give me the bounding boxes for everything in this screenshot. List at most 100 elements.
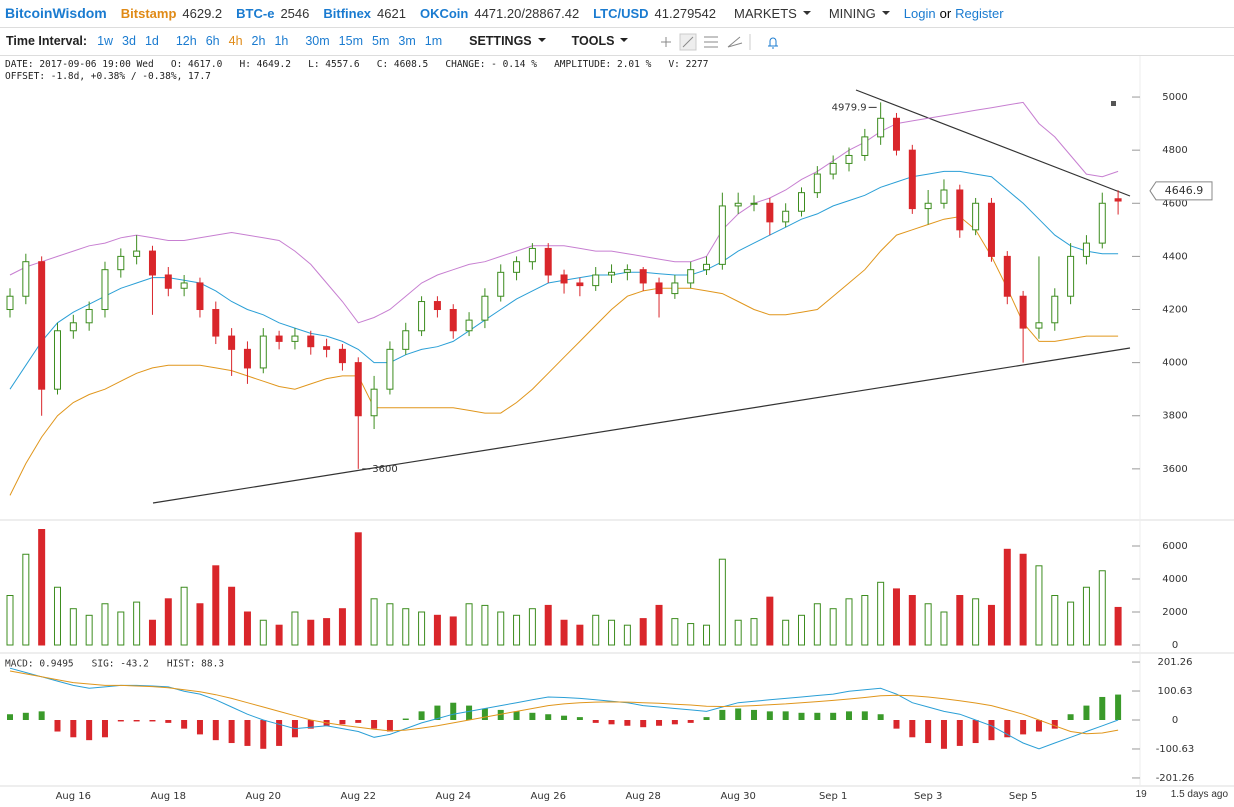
histogram-bar	[877, 714, 884, 720]
volume-bar	[908, 595, 916, 646]
volume-bar	[196, 603, 204, 646]
brand[interactable]: BitcoinWisdom	[5, 5, 107, 21]
histogram-bar	[276, 720, 283, 746]
candle-body	[117, 255, 125, 271]
ticker-name[interactable]: Bitstamp	[120, 6, 177, 21]
candle-body	[307, 335, 315, 348]
volume-bar	[6, 595, 14, 646]
drawing-tools[interactable]	[656, 32, 796, 52]
histogram-bar	[260, 720, 267, 749]
histogram-bar	[22, 712, 29, 720]
volume-bar	[243, 611, 251, 646]
volume-bar	[370, 598, 378, 646]
volume-bar	[338, 608, 346, 646]
candle-body	[481, 295, 489, 321]
histogram-bar	[1004, 720, 1011, 738]
interval-button[interactable]: 5m	[372, 34, 390, 48]
volume-bar	[987, 604, 995, 646]
candle-body	[782, 210, 790, 223]
histogram-bar	[909, 720, 916, 738]
volume-bar	[1035, 565, 1043, 646]
interval-button[interactable]: 6h	[205, 34, 220, 48]
histogram-bar	[735, 708, 742, 720]
volume-bar	[813, 603, 821, 646]
ticker-name[interactable]: BTC-e	[236, 6, 275, 21]
histogram-bar	[450, 702, 457, 720]
histogram-bar	[751, 709, 758, 720]
settings-menu[interactable]: SETTINGS	[469, 34, 546, 48]
volume-bar	[576, 624, 584, 646]
histogram-bar	[1115, 694, 1122, 720]
interval-button[interactable]: 2h	[251, 34, 266, 48]
candle-body	[829, 162, 837, 175]
candle-body	[1098, 202, 1106, 244]
ticker-name[interactable]: LTC/USD	[593, 6, 649, 21]
y-tick-label: 3600	[1162, 464, 1187, 475]
volume-bar	[53, 586, 61, 646]
histogram-bar	[940, 720, 947, 749]
histogram-bar	[1035, 720, 1042, 732]
interval-button[interactable]: 1m	[424, 34, 443, 48]
interval-button[interactable]: 12h	[175, 34, 197, 48]
volume-bar	[703, 624, 711, 646]
ticker-price: 2546	[280, 6, 310, 21]
menu[interactable]: MINING	[829, 6, 890, 21]
trend-line	[855, 89, 1131, 197]
volume-bar	[1067, 601, 1075, 646]
volume-bar	[323, 618, 331, 646]
volume-bar	[481, 604, 489, 646]
volume-bar	[386, 603, 394, 646]
candle-body	[987, 202, 995, 257]
volume-bar	[69, 608, 77, 646]
candle-body	[766, 202, 774, 223]
interval-button[interactable]: 3m	[398, 34, 416, 48]
histogram-bar	[481, 708, 488, 720]
candle-body	[576, 282, 584, 287]
ticker-name[interactable]: OKCoin	[419, 6, 469, 21]
interval-button[interactable]: 1w	[97, 34, 114, 48]
interval-button[interactable]: 3d	[122, 34, 136, 48]
interval-button[interactable]: 4h	[228, 34, 243, 48]
volume-bar	[560, 619, 568, 646]
register-link[interactable]: Register	[955, 6, 1004, 21]
candle-body	[85, 309, 93, 324]
histogram-bar	[861, 711, 868, 720]
interval-button[interactable]: 30m	[305, 34, 330, 48]
histogram-bar	[972, 720, 979, 744]
volume-bar	[433, 614, 441, 646]
annotation: 3600	[372, 464, 397, 475]
tool-icons[interactable]	[661, 33, 779, 51]
interval-button[interactable]: 15m	[338, 34, 363, 48]
volume-bar	[750, 618, 758, 646]
y-tick-label: 100.63	[1158, 686, 1193, 697]
volume-bar	[734, 619, 742, 646]
volume-bar	[528, 608, 536, 646]
marker	[1111, 101, 1116, 106]
ticker-name[interactable]: Bitfinex	[323, 6, 372, 21]
candle-body	[544, 247, 552, 276]
login-link[interactable]: Login	[903, 6, 936, 21]
candle-body	[465, 319, 473, 332]
y-tick-label: 4000	[1162, 358, 1187, 369]
menu[interactable]: MARKETS	[734, 6, 811, 21]
interval-button[interactable]: 1h	[274, 34, 289, 48]
x-tick-label: Sep 3	[914, 791, 942, 802]
histogram-bar	[703, 717, 710, 720]
indicator-line	[9, 216, 1119, 496]
histogram-bar	[1051, 720, 1058, 729]
histogram-bar	[624, 720, 631, 726]
interval-button[interactable]: 1d	[144, 34, 159, 48]
candle-body	[687, 269, 695, 284]
histogram-bar	[640, 720, 647, 728]
volume-bar	[639, 618, 647, 646]
volume-bar	[687, 623, 695, 646]
tools-menu[interactable]: TOOLS	[572, 34, 629, 48]
histogram-bar	[1083, 705, 1090, 720]
candle-body	[750, 202, 758, 205]
histogram-bar	[402, 718, 409, 720]
volume-bar	[861, 595, 869, 646]
volume-bar	[497, 611, 505, 646]
candle-body	[798, 192, 805, 212]
x-tick-label: Aug 26	[531, 791, 566, 802]
volume-bar	[798, 614, 805, 646]
